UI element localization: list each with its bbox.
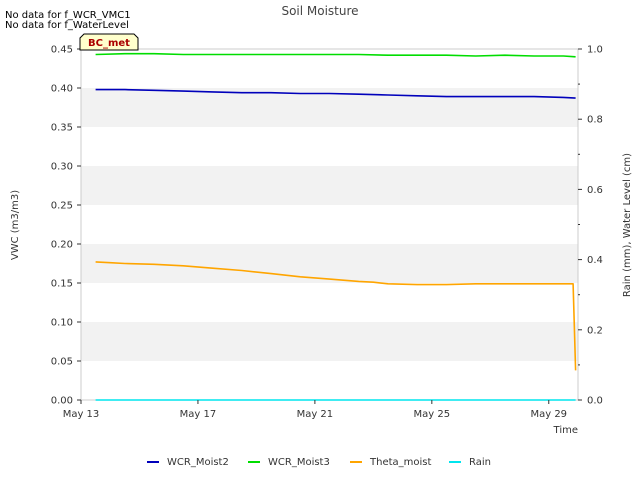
y2-tick-label: 0.2 xyxy=(587,325,603,336)
left-axis-ticks: 0.00 0.05 0.10 0.15 0.20 0.25 0.30 0.35 0.40 0.45 xyxy=(51,45,81,407)
no-data-note-vmc1: No data for f_WCR_VMC1 xyxy=(5,10,131,21)
plot-band xyxy=(81,283,578,322)
legend-label: Theta_moist xyxy=(369,457,431,468)
plot-band xyxy=(81,166,578,205)
plot-band xyxy=(81,361,578,400)
y-tick-label: 0.45 xyxy=(51,45,73,56)
x-tick-label: May 29 xyxy=(530,409,567,420)
plot-band xyxy=(81,244,578,283)
y2-tick-label: 1.0 xyxy=(587,45,603,56)
legend: WCR_Moist2 WCR_Moist3 Theta_moist Rain xyxy=(147,457,491,468)
x-axis-ticks: May 13 May 17 May 21 May 25 May 29 xyxy=(63,400,567,420)
y-tick-label: 0.30 xyxy=(51,162,73,173)
legend-label: WCR_Moist2 xyxy=(167,457,229,468)
y2-axis-label: Rain (mm), Water Level (cm) xyxy=(622,153,633,297)
legend-label: Rain xyxy=(469,457,491,468)
y-tick-label: 0.25 xyxy=(51,201,73,212)
x-tick-label: May 13 xyxy=(63,409,100,420)
no-data-note-waterlevel: No data for f_WaterLevel xyxy=(5,20,129,31)
plot-band xyxy=(81,205,578,244)
x-tick-label: May 21 xyxy=(297,409,334,420)
plot-band xyxy=(81,322,578,361)
site-badge-box xyxy=(79,33,139,51)
y-tick-label: 0.40 xyxy=(51,84,73,95)
y-tick-label: 0.00 xyxy=(51,396,73,407)
y-tick-label: 0.15 xyxy=(51,279,73,290)
x-tick-label: May 17 xyxy=(180,409,217,420)
y2-tick-label: 0.8 xyxy=(587,115,603,126)
series-line-wcr-moist3 xyxy=(95,52,576,58)
series-line-wcr-moist2 xyxy=(95,88,576,99)
y2-tick-label: 0.0 xyxy=(587,396,603,407)
y-tick-label: 0.10 xyxy=(51,318,73,329)
x-axis-label: Time xyxy=(553,425,578,436)
plot-background-bands xyxy=(81,49,578,400)
y-axis-label: VWC (m3/m3) xyxy=(10,190,21,260)
x-tick-label: May 25 xyxy=(414,409,451,420)
series-line-theta-moist xyxy=(95,261,577,371)
y-tick-label: 0.35 xyxy=(51,123,73,134)
legend-label: WCR_Moist3 xyxy=(268,457,330,468)
plot-band xyxy=(81,127,578,166)
y-tick-label: 0.05 xyxy=(51,357,73,368)
chart-title: Soil Moisture xyxy=(281,4,358,18)
site-badge-label: BC_met xyxy=(88,38,130,49)
y2-tick-label: 0.6 xyxy=(587,185,603,196)
series-layer xyxy=(95,52,577,401)
y2-tick-label: 0.4 xyxy=(587,255,603,266)
plot-band xyxy=(81,88,578,127)
site-badge: BC_met xyxy=(79,33,139,51)
y-tick-label: 0.20 xyxy=(51,240,73,251)
right-axis-ticks: 0.0 0.2 0.4 0.6 0.8 1.0 xyxy=(578,45,603,407)
